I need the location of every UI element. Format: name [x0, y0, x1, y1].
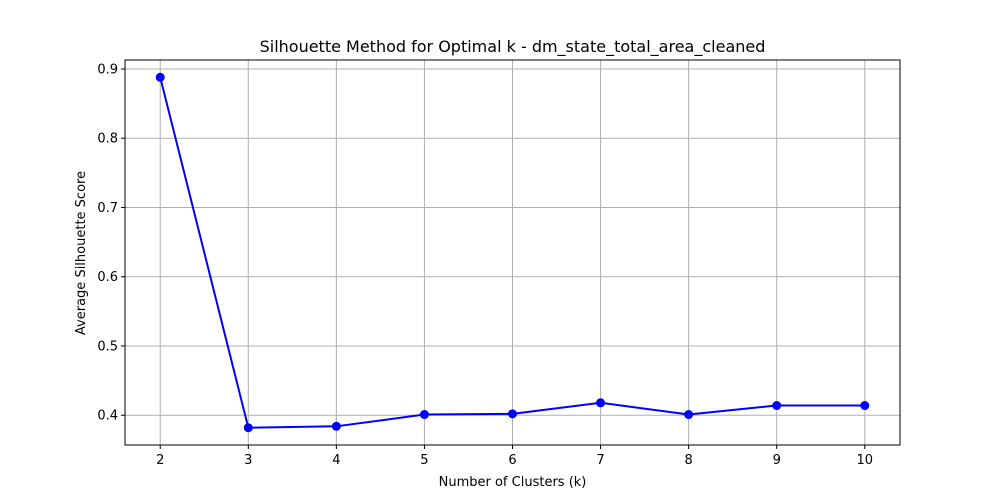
chart-title: Silhouette Method for Optimal k - dm_sta… — [260, 37, 766, 57]
data-points — [155, 72, 870, 433]
data-point — [860, 401, 870, 411]
y-tick-label: 0.7 — [97, 201, 118, 216]
data-point — [419, 410, 429, 420]
x-tick-label: 8 — [684, 453, 692, 468]
x-axis-label: Number of Clusters (k) — [439, 475, 587, 490]
axis-ticks: 2 3 4 5 6 7 8 9 10 0.4 0.5 0.6 0.7 0.8 0.9 — [97, 63, 873, 468]
data-point — [772, 401, 782, 411]
x-tick-label: 2 — [156, 453, 164, 468]
data-point — [596, 398, 606, 408]
data-point — [243, 423, 253, 433]
x-tick-label: 3 — [244, 453, 252, 468]
y-axis-label: Average Silhouette Score — [74, 171, 89, 335]
x-tick-label: 4 — [332, 453, 340, 468]
y-tick-label: 0.4 — [97, 409, 118, 424]
grid-lines — [125, 60, 900, 445]
data-point — [684, 410, 694, 420]
x-tick-label: 6 — [508, 453, 516, 468]
y-tick-label: 0.9 — [97, 63, 118, 78]
x-tick-label: 5 — [420, 453, 428, 468]
x-tick-label: 7 — [596, 453, 604, 468]
data-point — [508, 409, 517, 419]
data-point — [331, 421, 341, 431]
x-tick-label: 10 — [856, 453, 873, 468]
data-point — [155, 72, 165, 82]
y-tick-label: 0.8 — [97, 132, 118, 147]
y-tick-label: 0.5 — [97, 339, 118, 354]
x-tick-label: 9 — [773, 453, 781, 468]
y-tick-label: 0.6 — [97, 270, 118, 285]
